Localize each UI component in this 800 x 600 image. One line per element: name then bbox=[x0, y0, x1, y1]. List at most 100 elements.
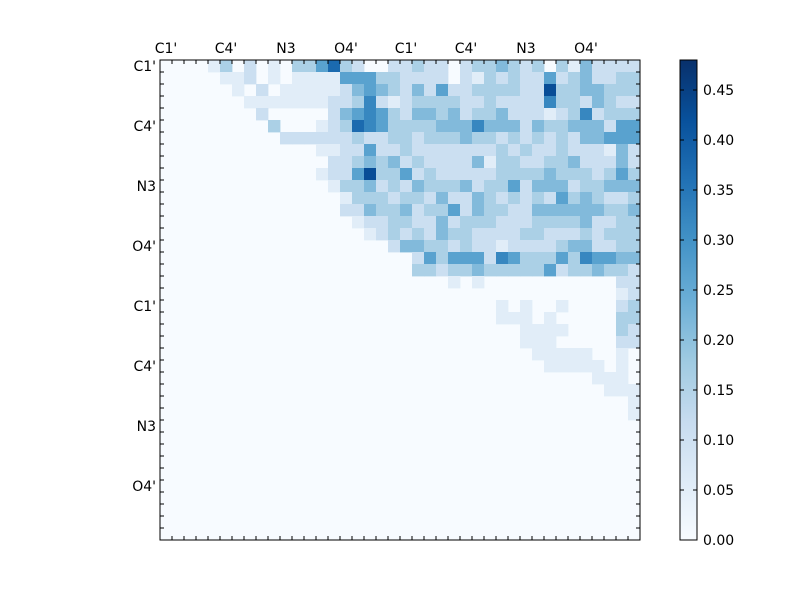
heatmap-cell bbox=[472, 180, 485, 193]
heatmap-cell bbox=[628, 336, 641, 349]
heatmap-cell bbox=[316, 120, 329, 133]
heatmap-cell bbox=[544, 240, 557, 253]
heatmap-cell bbox=[628, 324, 641, 337]
heatmap-cell bbox=[496, 108, 509, 121]
heatmap-cell bbox=[508, 312, 521, 325]
heatmap-cell bbox=[604, 240, 617, 253]
heatmap-cell bbox=[412, 60, 425, 73]
heatmap-cell bbox=[508, 132, 521, 145]
heatmap-cell bbox=[268, 120, 281, 133]
heatmap-cell bbox=[532, 156, 545, 169]
heatmap-cell bbox=[604, 60, 617, 73]
heatmap-cell bbox=[388, 84, 401, 97]
heatmap-cell bbox=[628, 396, 641, 409]
heatmap-cell bbox=[544, 144, 557, 157]
heatmap-cell bbox=[604, 384, 617, 397]
heatmap-cell bbox=[268, 60, 281, 73]
heatmap-cell bbox=[352, 60, 365, 73]
heatmap-cell bbox=[436, 96, 449, 109]
heatmap-cell bbox=[616, 276, 629, 289]
heatmap-cell bbox=[376, 156, 389, 169]
heatmap-cell bbox=[604, 108, 617, 121]
heatmap-cell bbox=[436, 168, 449, 181]
heatmap-cell bbox=[460, 228, 473, 241]
heatmap-cell bbox=[256, 108, 269, 121]
heatmap-cell bbox=[580, 168, 593, 181]
x-tick-label: C4' bbox=[215, 41, 238, 57]
heatmap-cell bbox=[496, 144, 509, 157]
colorbar-tick-label: 0.35 bbox=[703, 183, 734, 199]
heatmap-cell bbox=[400, 108, 413, 121]
heatmap-cell bbox=[628, 144, 641, 157]
heatmap-cell bbox=[616, 348, 629, 361]
heatmap-cell bbox=[280, 84, 293, 97]
heatmap-cell bbox=[520, 228, 533, 241]
heatmap-cell bbox=[592, 228, 605, 241]
heatmap-cell bbox=[616, 180, 629, 193]
heatmap-cell bbox=[304, 60, 317, 73]
heatmap-cell bbox=[352, 216, 365, 229]
heatmap-cell bbox=[616, 96, 629, 109]
heatmap-cell bbox=[580, 348, 593, 361]
heatmap-cell bbox=[544, 156, 557, 169]
heatmap-cell bbox=[376, 180, 389, 193]
heatmap-cell bbox=[352, 180, 365, 193]
heatmap-cell bbox=[436, 252, 449, 265]
heatmap-cell bbox=[340, 132, 353, 145]
heatmap-cell bbox=[460, 204, 473, 217]
heatmap-cell bbox=[604, 120, 617, 133]
heatmap-cell bbox=[340, 180, 353, 193]
heatmap-cell bbox=[460, 216, 473, 229]
x-tick-label: N3 bbox=[276, 41, 295, 57]
heatmap-cell bbox=[616, 72, 629, 85]
heatmap-cell bbox=[580, 240, 593, 253]
heatmap-cell bbox=[340, 204, 353, 217]
heatmap-cell bbox=[628, 408, 641, 421]
heatmap-cell bbox=[328, 144, 341, 157]
heatmap-cell bbox=[556, 252, 569, 265]
heatmap-cell bbox=[580, 264, 593, 277]
heatmap-cell bbox=[508, 144, 521, 157]
heatmap-cell bbox=[508, 192, 521, 205]
heatmap-cell bbox=[328, 108, 341, 121]
heatmap-cell bbox=[604, 72, 617, 85]
heatmap-cell bbox=[544, 204, 557, 217]
heatmap-cell bbox=[364, 216, 377, 229]
heatmap-cell bbox=[520, 156, 533, 169]
heatmap-cell bbox=[328, 120, 341, 133]
heatmap-cell bbox=[352, 96, 365, 109]
x-tick-label: O4' bbox=[334, 41, 358, 57]
heatmap-cell bbox=[604, 204, 617, 217]
heatmap-cell bbox=[520, 84, 533, 97]
heatmap-cell bbox=[448, 84, 461, 97]
heatmap-cell bbox=[568, 72, 581, 85]
heatmap-cell bbox=[520, 108, 533, 121]
heatmap-cell bbox=[616, 288, 629, 301]
heatmap-cell bbox=[580, 252, 593, 265]
heatmap-cell bbox=[412, 252, 425, 265]
heatmap-cell bbox=[532, 264, 545, 277]
heatmap-cell bbox=[388, 72, 401, 85]
heatmap-cell bbox=[580, 156, 593, 169]
heatmap-cell bbox=[436, 156, 449, 169]
heatmap-cell bbox=[604, 372, 617, 385]
heatmap-cell bbox=[400, 204, 413, 217]
heatmap-cell bbox=[412, 180, 425, 193]
heatmap-cell bbox=[340, 60, 353, 73]
heatmap-cell bbox=[448, 180, 461, 193]
heatmap-cell bbox=[472, 132, 485, 145]
x-tick-label: N3 bbox=[516, 41, 535, 57]
heatmap-cell bbox=[544, 192, 557, 205]
heatmap-cell bbox=[496, 168, 509, 181]
heatmap-cell bbox=[628, 60, 641, 73]
heatmap-cell bbox=[316, 144, 329, 157]
heatmap-cell bbox=[484, 240, 497, 253]
heatmap-cell bbox=[472, 240, 485, 253]
heatmap-cell bbox=[580, 180, 593, 193]
heatmap-cell bbox=[568, 96, 581, 109]
heatmap-cell bbox=[376, 72, 389, 85]
heatmap-cell bbox=[556, 204, 569, 217]
heatmap-cell bbox=[484, 108, 497, 121]
heatmap-cell bbox=[448, 156, 461, 169]
heatmap-cell bbox=[616, 312, 629, 325]
